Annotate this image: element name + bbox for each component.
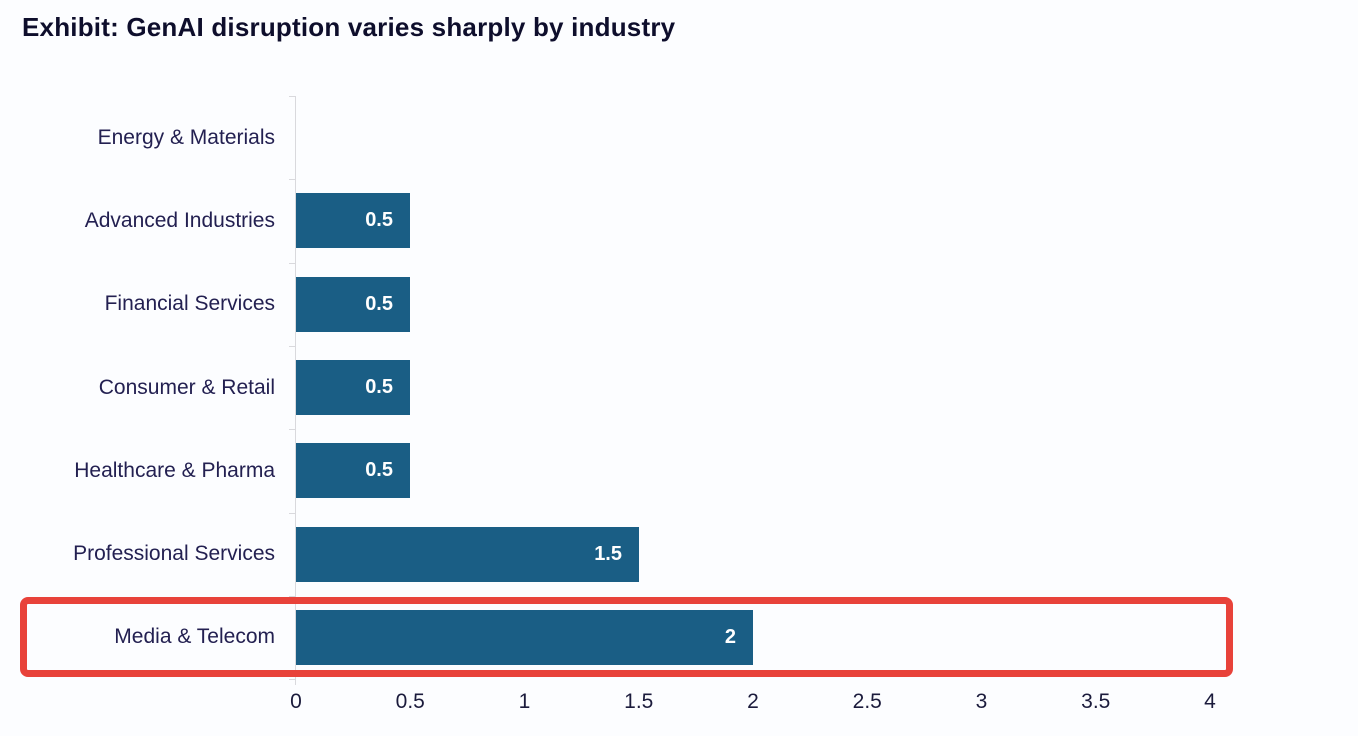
chart-title: Exhibit: GenAI disruption varies sharply… [22, 12, 676, 42]
y-axis-tick [289, 263, 295, 264]
y-axis-tick [289, 429, 295, 430]
bar-value-label: 0.5 [365, 209, 393, 232]
bar: 2 [296, 609, 753, 665]
y-axis-tick [289, 513, 295, 514]
category-label: Consumer & Retail [98, 375, 275, 399]
category-label: Healthcare & Pharma [74, 458, 275, 482]
x-axis-tick-label: 3 [975, 690, 988, 713]
x-axis-tick-label: 2 [747, 690, 759, 713]
x-axis-tick-label: 1.5 [624, 690, 654, 713]
x-axis-tick-label: 2.5 [852, 690, 882, 713]
bar: 0.5 [296, 276, 410, 332]
y-axis-tick [289, 179, 295, 180]
x-axis-tick-label: 0.5 [395, 690, 425, 713]
x-axis-tick-label: 1 [518, 690, 531, 713]
y-axis-line [295, 96, 296, 685]
y-axis-tick [289, 346, 295, 347]
x-axis-tick-label: 3.5 [1081, 690, 1111, 713]
bar-value-label: 1.5 [594, 542, 622, 565]
bar-value-label: 2 [724, 625, 736, 648]
bar-value-label: 0.5 [365, 292, 393, 315]
y-axis-tick [289, 96, 295, 97]
category-label: Financial Services [104, 292, 275, 316]
category-label: Energy & Materials [97, 125, 275, 149]
bar: 0.5 [296, 359, 410, 415]
bar-value-label: 0.5 [365, 459, 393, 482]
x-axis-tick-label: 4 [1204, 690, 1216, 713]
y-axis-tick [289, 596, 295, 597]
category-label: Professional Services [73, 542, 275, 566]
bar: 0.5 [296, 443, 410, 499]
category-label: Advanced Industries [84, 208, 275, 232]
y-axis-tick [289, 679, 295, 680]
bar: 0.5 [296, 193, 410, 249]
category-label: Media & Telecom [114, 625, 275, 649]
bar-value-label: 0.5 [365, 375, 393, 398]
bar: 1.5 [296, 526, 639, 582]
x-axis-tick-label: 0 [290, 690, 302, 713]
